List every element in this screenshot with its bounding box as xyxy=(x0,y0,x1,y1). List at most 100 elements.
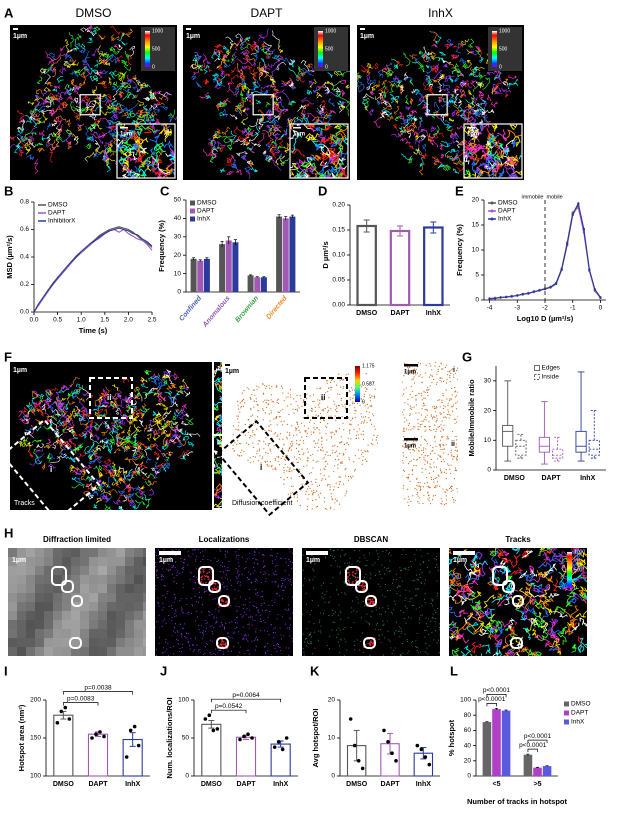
localization xyxy=(194,596,196,598)
track xyxy=(45,390,52,396)
localization xyxy=(292,596,293,598)
track xyxy=(392,124,398,132)
localization xyxy=(416,484,418,486)
localization xyxy=(426,443,428,445)
localization xyxy=(368,642,371,645)
localization xyxy=(429,363,431,365)
track xyxy=(422,103,428,109)
localization xyxy=(261,609,264,611)
localization xyxy=(325,460,327,462)
localization xyxy=(238,590,240,592)
localization xyxy=(413,458,415,460)
localization xyxy=(343,386,345,388)
localization xyxy=(425,642,427,644)
track xyxy=(112,90,119,101)
pixel xyxy=(62,602,71,611)
localization xyxy=(441,399,443,401)
localization xyxy=(369,419,372,421)
localization xyxy=(298,407,300,409)
track xyxy=(163,91,170,101)
track xyxy=(273,127,280,132)
localization xyxy=(251,624,253,626)
localization xyxy=(350,438,352,440)
track xyxy=(343,136,348,145)
localization xyxy=(318,415,320,417)
localization xyxy=(285,647,287,649)
localization xyxy=(418,622,420,624)
pixel xyxy=(107,629,116,638)
pixel xyxy=(98,611,107,620)
localization xyxy=(280,579,282,582)
localization xyxy=(311,508,313,510)
track xyxy=(169,115,173,123)
track xyxy=(459,139,465,146)
localization xyxy=(283,589,285,591)
track xyxy=(477,49,482,58)
localization xyxy=(337,549,339,551)
track xyxy=(109,25,121,36)
localization xyxy=(337,393,339,395)
localization xyxy=(258,552,260,554)
scale-label: 1µm xyxy=(404,444,416,450)
localization xyxy=(409,413,411,415)
track xyxy=(168,395,174,403)
localization xyxy=(439,379,441,381)
image-label: Tracks xyxy=(14,500,35,507)
localization xyxy=(284,455,286,457)
hotspot-outline xyxy=(198,566,214,586)
pixel xyxy=(80,566,89,575)
localization xyxy=(426,440,428,442)
localization xyxy=(446,378,448,380)
track xyxy=(448,155,458,161)
track xyxy=(51,120,58,127)
localization xyxy=(162,595,164,597)
image-title: DMSO xyxy=(76,6,112,20)
localization xyxy=(329,508,331,510)
localization xyxy=(355,437,358,440)
localization xyxy=(311,554,313,556)
localization xyxy=(284,586,286,588)
localization xyxy=(237,454,239,456)
localization xyxy=(338,481,340,483)
localization xyxy=(416,372,418,374)
track xyxy=(102,494,108,501)
track xyxy=(423,53,430,62)
track xyxy=(104,61,110,66)
colorbar-label: 0 xyxy=(362,399,365,405)
localization xyxy=(446,398,448,400)
localization xyxy=(352,610,355,612)
localization xyxy=(182,586,184,589)
scale-bar xyxy=(159,551,181,555)
track xyxy=(113,43,119,49)
track xyxy=(148,388,157,395)
track xyxy=(69,408,76,420)
localization xyxy=(340,639,342,641)
track xyxy=(112,70,122,79)
localization xyxy=(239,584,241,586)
localization xyxy=(413,382,416,384)
localization xyxy=(236,577,238,579)
localization xyxy=(277,643,279,645)
localization xyxy=(287,450,289,452)
track xyxy=(126,74,137,81)
localization xyxy=(335,405,337,407)
track xyxy=(334,92,341,97)
track xyxy=(151,157,159,167)
pixel xyxy=(116,548,125,557)
localization xyxy=(259,455,261,457)
localization xyxy=(437,458,439,460)
localization xyxy=(325,433,327,435)
localization xyxy=(306,435,308,438)
localization xyxy=(432,617,434,619)
pixel xyxy=(44,647,53,656)
localization xyxy=(415,465,417,467)
track xyxy=(386,115,394,121)
image-content xyxy=(464,124,522,178)
pixel xyxy=(98,638,107,647)
localization xyxy=(415,374,417,376)
track xyxy=(451,153,459,161)
localization xyxy=(354,572,357,575)
localization xyxy=(414,372,416,374)
track xyxy=(255,99,262,105)
localization xyxy=(325,425,327,427)
